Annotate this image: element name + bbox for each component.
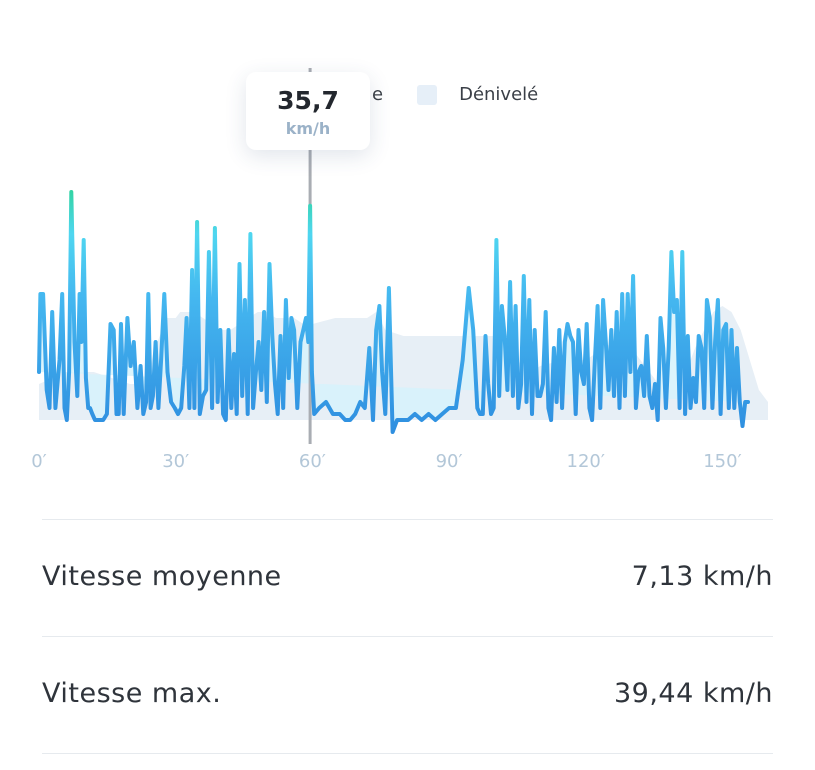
stat-row-max-speed: Vitesse max. 39,44 km/h <box>42 678 773 709</box>
stat-label: Vitesse moyenne <box>42 561 282 592</box>
tooltip-value: 35,7 <box>277 86 339 115</box>
stat-value: 7,13 km/h <box>631 561 773 592</box>
stat-value: 39,44 km/h <box>613 678 773 709</box>
divider <box>42 753 773 754</box>
x-tick-label: 0′ <box>31 451 47 472</box>
legend-speed-label: e <box>372 84 384 105</box>
speed-chart[interactable] <box>0 0 815 500</box>
speed-line <box>37 190 750 434</box>
x-tick-label: 90′ <box>435 451 463 472</box>
x-tick-label: 60′ <box>298 451 326 472</box>
tooltip-unit: km/h <box>285 119 331 138</box>
x-tick-label: 120′ <box>566 451 605 472</box>
speed-tooltip: 35,7 km/h <box>246 72 370 150</box>
legend-elevation-swatch <box>417 84 438 105</box>
legend-elevation-label: Dénivelé <box>459 84 539 105</box>
x-tick-label: 30′ <box>162 451 190 472</box>
chart-legend: e Dénivelé <box>372 84 538 105</box>
x-tick-label: 150′ <box>703 451 742 472</box>
divider <box>42 636 773 637</box>
stat-label: Vitesse max. <box>42 678 222 709</box>
divider <box>42 519 773 520</box>
stat-row-average-speed: Vitesse moyenne 7,13 km/h <box>42 561 773 592</box>
